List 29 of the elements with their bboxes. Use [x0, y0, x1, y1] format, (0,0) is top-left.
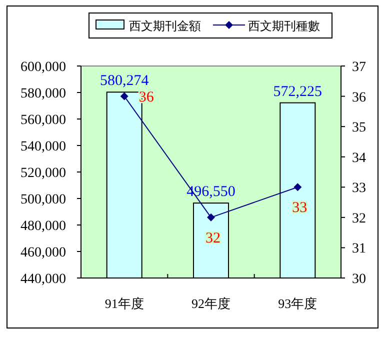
y2-tick-label: 34: [352, 150, 366, 166]
x-tick-label: 93年度: [278, 296, 318, 311]
point: [207, 213, 215, 222]
point: [120, 92, 128, 100]
y2-tick-label: 30: [352, 272, 366, 287]
y-tick-label: 520,000: [20, 166, 66, 181]
point: [294, 183, 302, 192]
y2-tick-label: 37: [352, 60, 366, 75]
y-tick-label: 600,000: [20, 60, 66, 75]
x-tick-label: 92年度: [192, 296, 230, 311]
y-tick-label: 460,000: [20, 246, 66, 260]
data-label: 32: [206, 230, 220, 246]
y2-tick-label: 33: [352, 181, 366, 196]
data-label: 580,274: [100, 73, 150, 90]
data-label: 572,225: [273, 84, 322, 100]
y-tick-label: 480,000: [20, 219, 66, 234]
y2-tick-label: 36: [352, 90, 366, 106]
y2-tick-label: 35: [352, 120, 366, 136]
legend-label: 西文期刊金額: [129, 19, 201, 33]
y2-tick-label: 32: [352, 211, 366, 226]
y-tick-label: 540,000: [20, 140, 66, 154]
y-tick-label: 560,000: [20, 113, 66, 128]
x-tick-label: 91年度: [104, 296, 144, 311]
data-label: 33: [292, 200, 308, 216]
legend-label: 西文期刊種數: [248, 19, 320, 33]
y-tick-label: 440,000: [20, 272, 66, 287]
y-tick-label: 580,000: [20, 86, 66, 102]
y2-tick-label: 31: [352, 242, 366, 257]
y-tick-label: 500,000: [20, 192, 66, 208]
